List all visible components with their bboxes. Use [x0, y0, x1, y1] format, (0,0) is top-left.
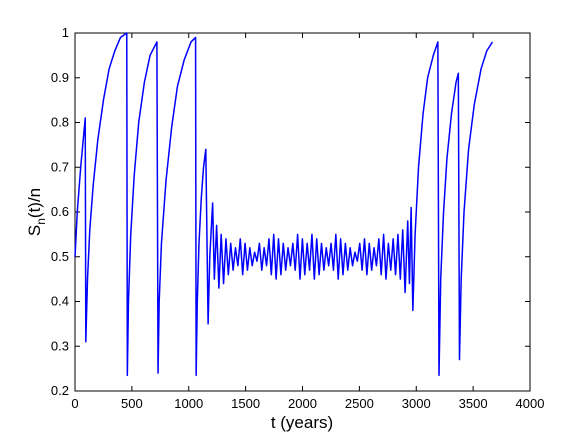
x-tick-label: 1000: [174, 396, 203, 411]
y-tick-label: 1: [62, 25, 69, 40]
y-label-rest: (t)/n: [25, 188, 44, 218]
y-tick-label: 0.4: [51, 294, 69, 309]
y-tick-label: 0.9: [51, 70, 69, 85]
x-tick-label: 3000: [402, 396, 431, 411]
x-tick-label: 2500: [345, 396, 374, 411]
x-tick-label: 0: [71, 396, 78, 411]
data-line: [74, 32, 494, 377]
y-axis-label: Sn(t)/n: [25, 188, 48, 236]
x-tick-label: 500: [121, 396, 143, 411]
y-tick-label: 0.7: [51, 159, 69, 174]
y-tick-label: 0.2: [51, 383, 69, 398]
x-axis-label: t (years): [271, 413, 333, 432]
y-tick-label: 0.5: [51, 249, 69, 264]
y-tick-label: 0.6: [51, 204, 69, 219]
y-label-main: S: [25, 225, 44, 236]
x-tick-label: 2000: [288, 396, 317, 411]
x-tick-label: 4000: [516, 396, 545, 411]
x-tick-label: 3500: [459, 396, 488, 411]
y-tick-label: 0.3: [51, 338, 69, 353]
x-tick-label: 1500: [231, 396, 260, 411]
y-tick-label: 0.8: [51, 115, 69, 130]
y-label-sub: n: [34, 218, 48, 225]
